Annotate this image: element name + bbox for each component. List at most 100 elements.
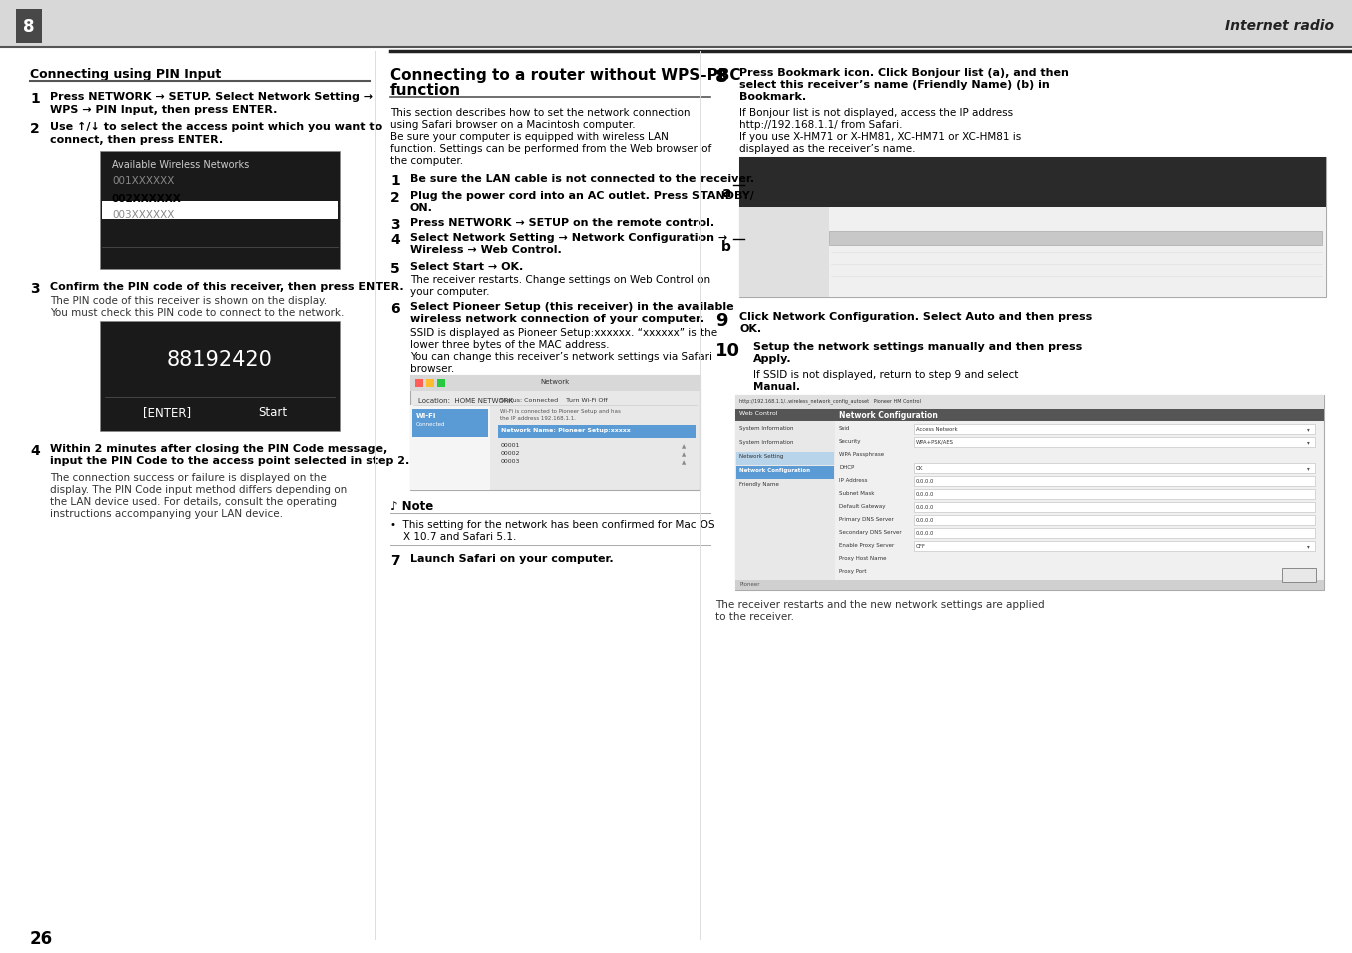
Text: Network Configuration: Network Configuration: [740, 468, 810, 473]
Text: Plug the power cord into an AC outlet. Press STANDBY/: Plug the power cord into an AC outlet. P…: [410, 191, 754, 201]
Text: Wi-Fi is connected to Pioneer Setup and has: Wi-Fi is connected to Pioneer Setup and …: [500, 409, 621, 414]
Text: 002XXXXXX: 002XXXXXX: [112, 193, 181, 204]
Text: Within 2 minutes after closing the PIN Code message,: Within 2 minutes after closing the PIN C…: [50, 443, 387, 454]
Text: connect, then press ENTER.: connect, then press ENTER.: [50, 135, 223, 145]
Text: Select Pioneer Setup (this receiver) in the available: Select Pioneer Setup (this receiver) in …: [410, 302, 734, 312]
Text: Select Network Setting → Network Configuration →: Select Network Setting → Network Configu…: [410, 233, 727, 243]
Text: select this receiver’s name (Friendly Name) (b) in: select this receiver’s name (Friendly Na…: [740, 80, 1049, 90]
Bar: [415, 379, 423, 388]
Text: 00001: 00001: [502, 442, 521, 448]
Text: OFF: OFF: [917, 543, 926, 548]
Text: This section describes how to set the network connection: This section describes how to set the ne…: [389, 108, 691, 118]
Bar: [0, 0, 1352, 48]
Text: 6: 6: [389, 302, 400, 315]
Text: WPS → PIN Input, then press ENTER.: WPS → PIN Input, then press ENTER.: [50, 105, 277, 115]
Bar: [101, 202, 338, 220]
Text: 001XXXXXX: 001XXXXXX: [112, 175, 174, 186]
Text: Pioneer: Pioneer: [740, 581, 760, 586]
Text: wireless network connection of your computer.: wireless network connection of your comp…: [410, 314, 704, 324]
Text: 7: 7: [389, 554, 400, 567]
Text: The receiver restarts and the new network settings are applied
to the receiver.: The receiver restarts and the new networ…: [715, 599, 1045, 621]
Text: browser.: browser.: [410, 364, 454, 374]
Text: 8: 8: [23, 18, 35, 36]
Text: Proxy Port: Proxy Port: [840, 568, 867, 574]
Text: ▾: ▾: [1307, 465, 1310, 471]
Text: Wireless → Web Control.: Wireless → Web Control.: [410, 245, 561, 254]
Text: Status: Connected    Turn Wi-Fi Off: Status: Connected Turn Wi-Fi Off: [500, 397, 607, 402]
Text: You can change this receiver’s network settings via Safari: You can change this receiver’s network s…: [410, 352, 713, 361]
Bar: [498, 426, 696, 438]
Text: your computer.: your computer.: [410, 287, 489, 296]
Text: displayed as the receiver’s name.: displayed as the receiver’s name.: [740, 144, 915, 153]
Text: Press NETWORK → SETUP. Select Network Setting →: Press NETWORK → SETUP. Select Network Se…: [50, 91, 373, 102]
Text: Friendly Name: Friendly Name: [740, 481, 779, 486]
Text: WPA Passphrase: WPA Passphrase: [840, 452, 884, 456]
Text: Wi-Fi: Wi-Fi: [416, 413, 437, 418]
Text: •  This setting for the network has been confirmed for Mac OS: • This setting for the network has been …: [389, 519, 715, 530]
Text: Apply: Apply: [1290, 571, 1309, 577]
Bar: [410, 406, 489, 491]
Bar: [410, 375, 700, 392]
Text: Network Name: Pioneer Setup:xxxxx: Network Name: Pioneer Setup:xxxxx: [502, 428, 631, 433]
Text: 3: 3: [30, 282, 39, 295]
Text: 4: 4: [30, 443, 39, 457]
Text: 0.0.0.0: 0.0.0.0: [917, 504, 934, 510]
Text: System Information: System Information: [740, 426, 794, 431]
Text: 00003: 00003: [502, 458, 521, 463]
Bar: [740, 208, 1326, 297]
Bar: [735, 395, 1324, 590]
Text: Available Wireless Networks: Available Wireless Networks: [112, 160, 249, 170]
Text: 9: 9: [715, 312, 727, 330]
Text: The connection success or failure is displayed on the: The connection success or failure is dis…: [50, 473, 327, 482]
Text: Launch Safari on your computer.: Launch Safari on your computer.: [410, 554, 614, 563]
Text: OK.: OK.: [740, 324, 761, 334]
Text: function: function: [389, 83, 461, 98]
Text: Network: Network: [541, 378, 569, 385]
Bar: [914, 463, 1315, 474]
Text: You must check this PIN code to connect to the network.: You must check this PIN code to connect …: [50, 308, 345, 317]
Text: Location:  HOME NETWORK: Location: HOME NETWORK: [418, 397, 514, 403]
Text: Select Start → OK.: Select Start → OK.: [410, 262, 523, 272]
Bar: [410, 375, 700, 491]
Text: If Bonjour list is not displayed, access the IP address: If Bonjour list is not displayed, access…: [740, 108, 1013, 118]
Bar: [735, 467, 834, 479]
Text: 1: 1: [30, 91, 39, 106]
Bar: [740, 158, 1326, 208]
Bar: [735, 421, 836, 590]
Text: Bookmark.: Bookmark.: [740, 91, 806, 102]
Text: 0.0.0.0: 0.0.0.0: [917, 517, 934, 522]
Text: ▲: ▲: [681, 452, 687, 456]
Text: Use ↑/↓ to select the access point which you want to: Use ↑/↓ to select the access point which…: [50, 122, 383, 132]
Text: 1: 1: [389, 173, 400, 188]
Text: 00002: 00002: [502, 451, 521, 456]
Text: 2: 2: [389, 191, 400, 205]
Text: Secondary DNS Server: Secondary DNS Server: [840, 530, 902, 535]
Bar: [100, 322, 339, 432]
Bar: [1282, 568, 1315, 582]
Bar: [735, 580, 1324, 590]
Bar: [914, 541, 1315, 552]
Bar: [914, 502, 1315, 513]
Text: 0.0.0.0: 0.0.0.0: [917, 531, 934, 536]
Text: X 10.7 and Safari 5.1.: X 10.7 and Safari 5.1.: [389, 532, 516, 541]
Text: ON.: ON.: [410, 203, 433, 213]
Text: 2: 2: [30, 122, 39, 136]
Text: Be sure your computer is equipped with wireless LAN: Be sure your computer is equipped with w…: [389, 132, 669, 142]
Text: the LAN device used. For details, consult the operating: the LAN device used. For details, consul…: [50, 497, 337, 506]
Bar: [100, 152, 339, 270]
Text: WPA+PSK/AES: WPA+PSK/AES: [917, 439, 955, 444]
Text: Proxy Host Name: Proxy Host Name: [840, 556, 887, 560]
Text: Internet radio: Internet radio: [1225, 19, 1334, 33]
Text: The receiver restarts. Change settings on Web Control on: The receiver restarts. Change settings o…: [410, 274, 710, 285]
Text: Default Gateway: Default Gateway: [840, 503, 886, 509]
Text: Connecting to a router without WPS-PBC: Connecting to a router without WPS-PBC: [389, 68, 741, 83]
Bar: [735, 453, 834, 465]
Text: the IP address 192.168.1.1.: the IP address 192.168.1.1.: [500, 416, 576, 420]
Text: System Information: System Information: [740, 439, 794, 444]
Bar: [735, 395, 1324, 410]
Text: OK: OK: [917, 465, 923, 471]
Text: http://192.168.1.1/ from Safari.: http://192.168.1.1/ from Safari.: [740, 120, 903, 130]
Text: Connecting using PIN Input: Connecting using PIN Input: [30, 68, 222, 81]
Bar: [426, 379, 434, 388]
Bar: [437, 379, 445, 388]
